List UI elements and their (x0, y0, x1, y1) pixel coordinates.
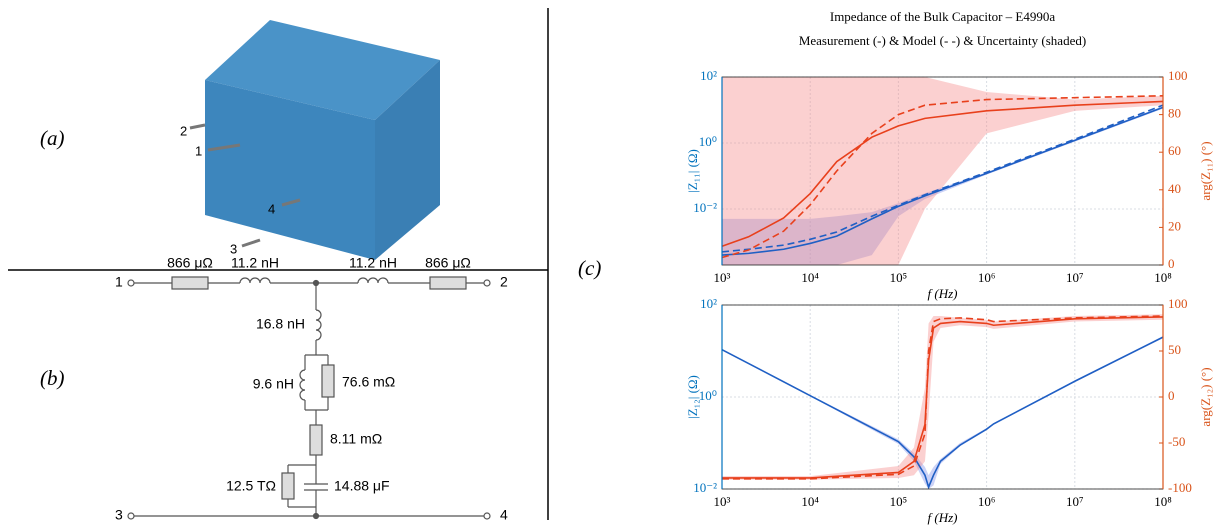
component-label: 76.6 mΩ (342, 374, 395, 390)
y-tick-label: 10⁰ (699, 134, 717, 149)
x-tick-label: 10⁴ (801, 270, 819, 285)
pin-label: 3 (230, 241, 237, 256)
y-tick-label: 10⁰ (699, 388, 717, 403)
component-label: 11.2 nH (349, 255, 397, 271)
circuit (127, 276, 491, 520)
y2-tick-label: -100 (1168, 480, 1192, 495)
component-label: 11.2 nH (231, 255, 279, 271)
x-tick-label: 10⁵ (890, 494, 908, 509)
uncertainty-band (722, 77, 1163, 265)
panel-label: (b) (40, 366, 65, 390)
series-line (721, 336, 1164, 490)
terminal-label: 3 (115, 507, 123, 523)
x-tick-label: 10³ (714, 270, 731, 285)
capacitor-photo: 2 1 4 3 (180, 20, 440, 260)
x-tick-label: 10⁵ (890, 270, 908, 285)
y-tick-label: 10⁻² (693, 480, 717, 495)
x-tick-label: 10⁸ (1154, 270, 1172, 285)
y-tick-label: 10⁻² (693, 200, 717, 215)
panel-label: (c) (578, 256, 601, 280)
x-axis-label: f (Hz) (928, 510, 958, 525)
chart-subtitle: Measurement (-) & Model (- -) & Uncertai… (799, 33, 1086, 48)
y2-axis-label: arg(Z₁₂) (°) (1198, 367, 1213, 426)
y2-tick-label: 40 (1168, 181, 1181, 196)
terminal-label: 4 (500, 507, 508, 523)
series-line (721, 104, 1164, 253)
component-label: 14.88 μF (334, 478, 390, 494)
y2-tick-label: 50 (1168, 342, 1181, 357)
series-line (721, 95, 1164, 259)
y2-axis-label: arg(Z₁₁) (°) (1198, 141, 1213, 200)
uncertainty-band (722, 336, 1163, 489)
charts: Impedance of the Bulk Capacitor – E4990a… (685, 9, 1213, 525)
y-tick-label: 10² (700, 296, 717, 311)
terminal-label: 2 (500, 274, 508, 290)
circuit-labels: 1 2 3 4 866 μΩ 11.2 nH 11.2 nH 866 μΩ 16… (115, 255, 508, 523)
chart-title: Impedance of the Bulk Capacitor – E4990a (830, 9, 1055, 24)
component-label: 866 μΩ (425, 255, 471, 271)
y2-tick-label: 0 (1168, 256, 1175, 271)
y-axis-label: |Z₁₂| (Ω) (685, 375, 700, 419)
x-tick-label: 10⁶ (978, 270, 996, 285)
series-line (721, 106, 1164, 256)
component-label: 8.11 mΩ (330, 431, 382, 447)
series-line (722, 316, 1164, 479)
x-tick-label: 10⁷ (1066, 494, 1084, 509)
x-tick-label: 10⁷ (1066, 270, 1084, 285)
series-line (721, 100, 1164, 247)
y2-tick-label: 60 (1168, 143, 1181, 158)
pin-label: 2 (180, 123, 187, 138)
y2-tick-label: -50 (1168, 434, 1185, 449)
terminal-label: 1 (115, 274, 123, 290)
pin-label: 4 (268, 201, 275, 216)
component-label: 9.6 nH (253, 376, 294, 392)
x-tick-label: 10³ (714, 494, 731, 509)
y2-tick-label: 100 (1168, 68, 1188, 83)
component-label: 866 μΩ (167, 255, 213, 271)
pin-label: 1 (195, 143, 202, 158)
x-tick-label: 10⁸ (1154, 494, 1172, 509)
panel-label: (a) (40, 126, 65, 150)
series-line (722, 315, 1164, 480)
x-tick-label: 10⁴ (801, 494, 819, 509)
y-axis-label: |Z₁₁| (Ω) (685, 149, 700, 193)
x-axis-label: f (Hz) (928, 286, 958, 301)
uncertainty-band (722, 106, 1163, 265)
component-label: 16.8 nH (256, 316, 305, 332)
component-label: 12.5 TΩ (226, 478, 276, 494)
y2-tick-label: 80 (1168, 106, 1181, 121)
y2-tick-label: 0 (1168, 388, 1175, 403)
y2-tick-label: 100 (1168, 296, 1188, 311)
x-tick-label: 10⁶ (978, 494, 996, 509)
y2-tick-label: 20 (1168, 218, 1181, 233)
y-tick-label: 10² (700, 68, 717, 83)
